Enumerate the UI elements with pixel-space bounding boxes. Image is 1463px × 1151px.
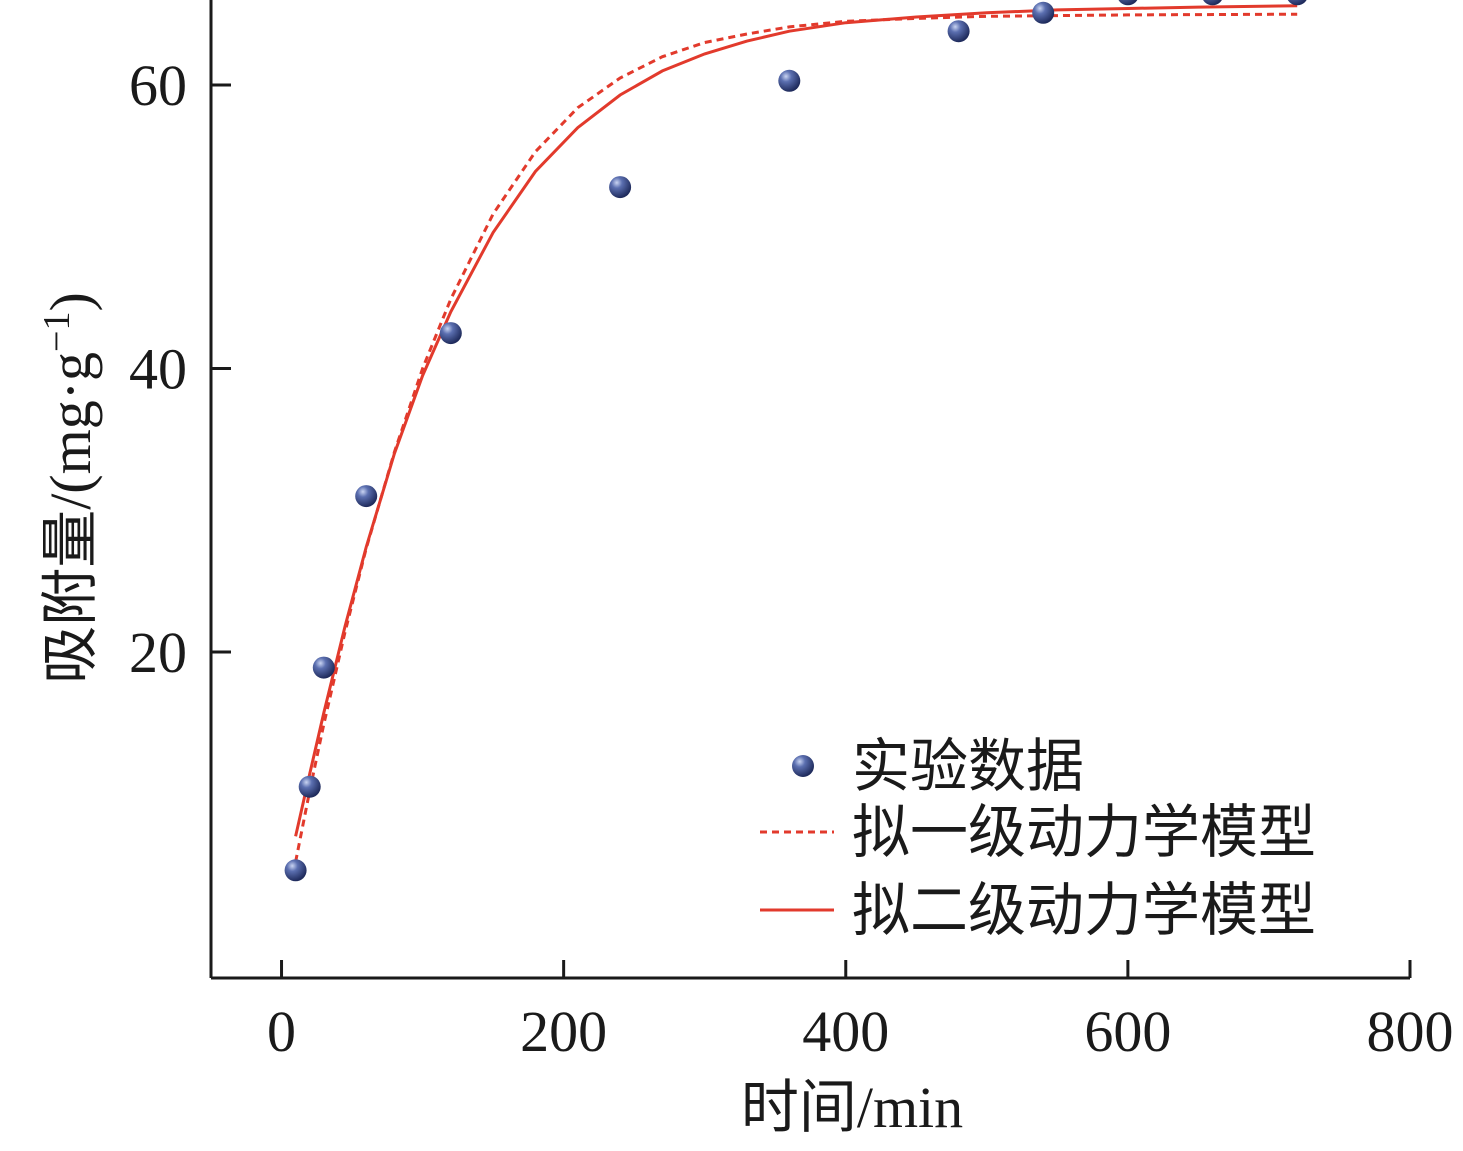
- y-axis-label-superscript: −1: [36, 312, 78, 352]
- legend-label-second-order: 拟二级动力学模型: [852, 878, 1316, 943]
- data-point: [778, 69, 801, 92]
- y-axis-label-main: 吸附量/(mg·g: [38, 352, 103, 684]
- x-tick-label: 400: [802, 999, 889, 1064]
- axes: [209, 0, 1410, 980]
- x-tick-label: 0: [267, 999, 296, 1064]
- legend: 实验数据 拟一级动力学模型 拟二级动力学模型: [760, 734, 1316, 943]
- data-point: [312, 656, 335, 679]
- data-point: [1032, 1, 1055, 24]
- legend-marker-points: [792, 755, 814, 777]
- x-tick-label: 800: [1367, 999, 1454, 1064]
- data-point: [355, 485, 378, 508]
- x-axis-label: 时间/min: [741, 1075, 963, 1140]
- legend-label-first-order: 拟一级动力学模型: [852, 800, 1316, 865]
- data-point: [284, 859, 307, 882]
- legend-label-points: 实验数据: [852, 734, 1084, 799]
- data-point: [609, 176, 632, 199]
- y-axis-label-close: ): [38, 292, 103, 311]
- data-point: [439, 322, 462, 345]
- data-point: [1287, 0, 1307, 6]
- series-second-order-line: [294, 4, 1298, 837]
- data-point: [298, 775, 321, 798]
- series-layer: [284, 0, 1307, 882]
- data-point: [947, 20, 970, 43]
- y-tick-label: 40: [129, 337, 187, 402]
- x-ticks: 0 200 400 600 800: [267, 960, 1454, 1064]
- data-point: [1203, 0, 1222, 6]
- series-first-order-line: [294, 12, 1298, 863]
- y-axis-label: 吸附量/(mg·g−1): [36, 292, 103, 684]
- x-tick-label: 200: [520, 999, 607, 1064]
- x-tick-label: 600: [1084, 999, 1171, 1064]
- data-point: [1118, 0, 1138, 6]
- y-ticks: 20 40 60: [129, 53, 231, 685]
- y-tick-label: 60: [129, 53, 187, 118]
- y-tick-label: 20: [129, 620, 187, 685]
